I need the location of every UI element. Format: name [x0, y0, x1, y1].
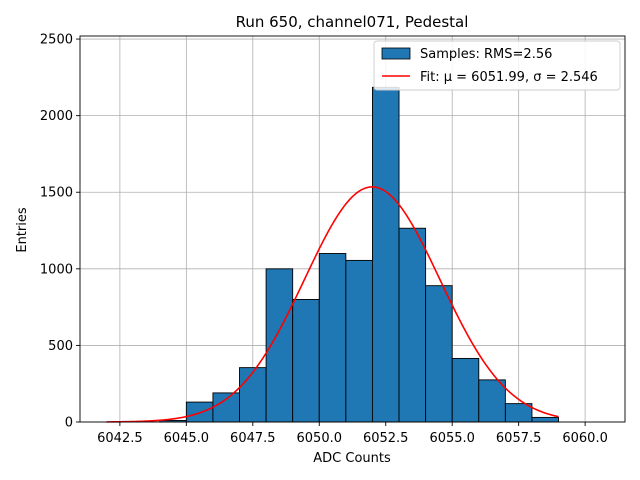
x-tick-label-5: 6055.0: [429, 431, 475, 446]
y-tick-label-1: 500: [48, 339, 73, 354]
histogram-bar-10: [425, 285, 453, 423]
y-tick-label-5: 2500: [40, 33, 73, 48]
plot-frame: [79, 35, 626, 423]
x-tick-label-4: 6052.5: [363, 431, 409, 446]
x-tick-label-1: 6045.0: [164, 431, 210, 446]
y-axis-ticks: 0 500 1000 1500 2000 2500: [40, 33, 80, 431]
histogram-bar-14: [531, 416, 559, 423]
histogram-bar-12: [478, 379, 506, 423]
histogram-bar-11: [451, 357, 480, 423]
histogram-bar-6: [318, 253, 347, 423]
x-tick-label-3: 6050.0: [297, 431, 343, 446]
x-tick-label-2: 6047.5: [230, 431, 276, 446]
legend-histogram-swatch: [381, 47, 411, 60]
gaussian-fit-curve: [106, 186, 559, 423]
y-tick-label-0: 0: [65, 416, 73, 431]
y-tick-label-4: 2000: [40, 109, 73, 124]
legend-box: [373, 40, 621, 91]
x-axis-ticks: 6042.5 6045.0 6047.5 6050.0 6052.5 6055.0 6057…: [97, 422, 608, 446]
x-axis-label: ADC Counts: [313, 451, 391, 466]
legend: Samples: RMS=2.56 Fit: μ = 6051.99, σ = …: [373, 40, 621, 91]
chart-title: Run 650, channel071, Pedestal: [236, 13, 469, 31]
x-tick-label-0: 6042.5: [97, 431, 143, 446]
legend-entry-samples: Samples: RMS=2.56: [420, 47, 552, 62]
histogram-bar-5: [292, 299, 320, 423]
histogram-bar-8: [371, 86, 400, 423]
histogram-bar-9: [398, 227, 427, 423]
y-axis-label: Entries: [15, 207, 30, 253]
histogram-bar-13: [504, 403, 533, 423]
legend-entry-fit: Fit: μ = 6051.99, σ = 2.546: [420, 70, 598, 85]
y-tick-label-2: 1000: [40, 262, 73, 277]
histogram-bar-2: [212, 392, 240, 423]
histogram-bar-3: [239, 367, 267, 423]
histogram-bar-7: [345, 259, 373, 423]
x-tick-label-7: 6060.0: [562, 431, 608, 446]
y-tick-label-3: 1500: [40, 186, 73, 201]
x-tick-label-6: 6057.5: [496, 431, 542, 446]
